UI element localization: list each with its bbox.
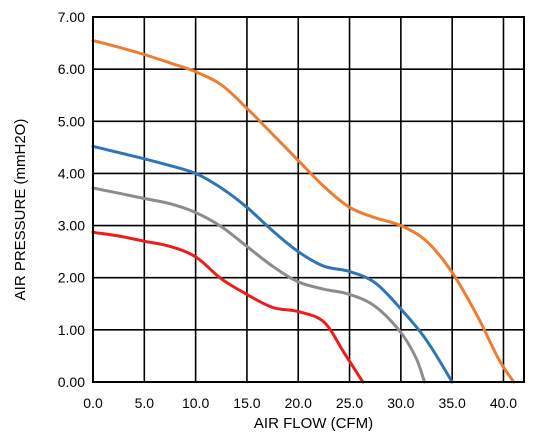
y-tick-label: 4.00 [58, 165, 85, 181]
x-tick-labels: 0.0 5.0 10.0 15.0 20.0 25.0 30.0 35.0 40.0 [83, 395, 517, 411]
series-line-4 [91, 230, 365, 384]
y-tick-label: 7.00 [58, 9, 85, 25]
series-line-1 [91, 39, 516, 384]
series-line-2 [91, 144, 454, 384]
x-axis-title: AIR FLOW (CFM) [254, 415, 373, 432]
x-tick-label: 35.0 [439, 395, 466, 411]
y-tick-label: 3.00 [58, 218, 85, 234]
y-tick-label: 6.00 [58, 61, 85, 77]
series-line-3 [91, 186, 426, 384]
x-tick-label: 15.0 [233, 395, 260, 411]
plot-frame [92, 16, 525, 383]
x-tick-label: 10.0 [182, 395, 209, 411]
y-axis-title: AIR PRESSURE (mmH2O) [12, 119, 29, 301]
y-tick-labels: 0.00 1.00 2.00 3.00 4.00 5.00 6.00 7.00 [58, 9, 85, 390]
x-tick-label: 25.0 [336, 395, 363, 411]
y-tick-label: 1.00 [58, 322, 85, 338]
x-tick-label: 0.0 [83, 395, 103, 411]
x-tick-label: 40.0 [490, 395, 517, 411]
x-tick-label: 5.0 [135, 395, 155, 411]
y-tick-label: 0.00 [58, 374, 85, 390]
y-tick-label: 2.00 [58, 270, 85, 286]
x-tick-label: 20.0 [285, 395, 312, 411]
y-tick-label: 5.00 [58, 113, 85, 129]
series-lines [91, 39, 516, 384]
x-tick-label: 30.0 [387, 395, 414, 411]
